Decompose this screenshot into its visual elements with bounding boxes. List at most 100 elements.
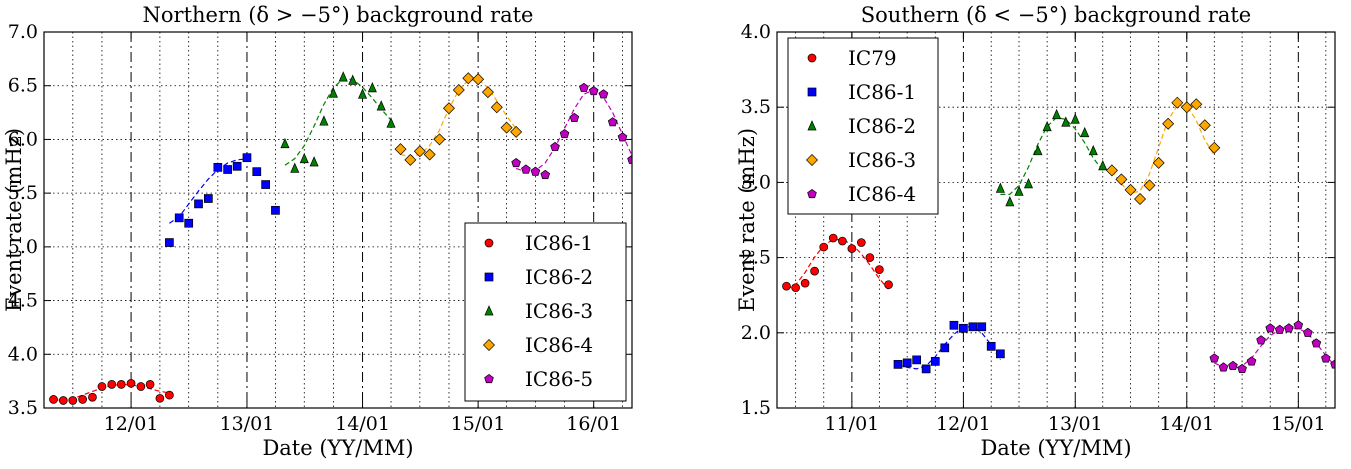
y-tick-label: 6.0: [8, 128, 38, 150]
data-point: [481, 86, 494, 99]
data-point: [791, 283, 800, 293]
data-point: [165, 238, 174, 247]
x-axis-label: Date (YY/MM): [980, 436, 1131, 460]
data-point: [912, 355, 922, 365]
data-point: [810, 266, 819, 276]
data-point: [1061, 116, 1071, 127]
data-point: [1042, 120, 1052, 132]
data-point: [1265, 323, 1276, 333]
data-point: [1088, 144, 1098, 156]
data-point: [865, 253, 875, 262]
data-point: [280, 137, 290, 149]
legend-label: IC86-4: [525, 333, 593, 357]
y-tick-label: 5.5: [8, 182, 38, 204]
data-point: [921, 364, 931, 374]
data-point: [940, 343, 950, 353]
data-point: [828, 233, 838, 243]
y-tick-label: 3.0: [741, 171, 771, 193]
data-point: [949, 320, 959, 330]
data-point: [194, 199, 203, 209]
x-tick-label: 11/01: [824, 413, 879, 435]
data-point: [252, 167, 262, 177]
data-point: [97, 382, 107, 391]
data-point: [49, 395, 58, 404]
data-point: [423, 148, 436, 161]
legend-marker: [807, 120, 817, 131]
data-point: [223, 165, 233, 174]
data-point: [540, 169, 551, 179]
data-point: [328, 87, 338, 98]
chart-title: Northern (δ > −5°) background rate: [143, 3, 534, 27]
data-point: [213, 163, 223, 172]
plot-area: [782, 96, 1335, 374]
data-point: [930, 357, 940, 366]
x-tick-label: 15/01: [1271, 413, 1326, 435]
data-point: [490, 101, 503, 114]
y-tick-label: 5.0: [8, 236, 38, 258]
fit-curve-ic86-1: [897, 326, 1001, 370]
x-tick-label: 13/01: [1048, 413, 1103, 435]
data-point: [1256, 335, 1266, 345]
data-point: [232, 161, 242, 171]
data-point: [559, 129, 570, 139]
data-point: [617, 132, 628, 142]
data-point: [107, 380, 117, 389]
data-point: [607, 117, 618, 127]
data-point: [472, 73, 485, 86]
data-point: [309, 156, 319, 167]
fit-curve-ic86-5: [515, 89, 632, 173]
legend: IC86-1 IC86-2 IC86-3 IC86-4 IC86-5: [464, 222, 627, 402]
y-tick-label: 2.5: [741, 247, 771, 269]
data-point: [1237, 363, 1247, 373]
data-point: [1115, 173, 1128, 186]
data-point: [1228, 360, 1238, 370]
x-tick-label: 16/01: [566, 413, 621, 435]
data-point: [367, 82, 377, 93]
data-point: [521, 164, 531, 174]
data-point: [165, 390, 174, 400]
data-point: [376, 100, 386, 111]
data-point: [996, 349, 1005, 359]
legend-label: IC86-5: [525, 367, 593, 391]
data-point: [893, 360, 903, 369]
legend-label: IC79: [848, 46, 897, 70]
data-point: [856, 238, 866, 247]
data-point: [1134, 192, 1147, 205]
data-point: [338, 71, 348, 82]
data-point: [1246, 356, 1257, 366]
data-point: [959, 323, 968, 333]
data-point: [1293, 320, 1304, 330]
x-tick-label: 12/01: [104, 413, 159, 435]
data-point: [977, 322, 987, 332]
data-point: [386, 117, 396, 128]
axes-frame: [776, 31, 1336, 409]
legend-marker: [806, 154, 818, 166]
chart-panel-1: 3.5 4.0 4.5 5.0 5.5 6.0 6.5 7.0 12/01 13/01 14/01 1…: [2, 3, 633, 460]
data-point: [1080, 126, 1090, 138]
data-point: [1198, 119, 1211, 132]
data-point: [404, 153, 417, 166]
fit-curve-ic86-3: [1111, 105, 1215, 194]
data-point: [995, 182, 1005, 193]
data-point: [68, 396, 78, 405]
data-point: [58, 396, 68, 405]
y-tick-label: 7.0: [8, 21, 38, 43]
data-point: [1311, 338, 1322, 348]
data-point: [1330, 359, 1335, 369]
y-tick-label: 3.5: [8, 397, 38, 419]
data-point: [358, 88, 368, 99]
data-point: [838, 236, 847, 246]
data-point: [1052, 108, 1062, 120]
fit-curve-ic86-2: [1000, 117, 1104, 195]
data-point: [500, 121, 513, 134]
data-point: [1162, 117, 1175, 130]
fit-curve-ic79: [786, 239, 889, 290]
y-axis-label: Event rate (mHz): [735, 128, 759, 312]
data-point: [1124, 183, 1137, 196]
data-point: [588, 86, 599, 96]
legend-marker: [484, 238, 494, 248]
legend-label: IC86-4: [848, 182, 916, 206]
legend-label: IC86-1: [848, 80, 916, 104]
data-point: [290, 162, 300, 173]
legend-label: IC86-3: [848, 148, 916, 172]
